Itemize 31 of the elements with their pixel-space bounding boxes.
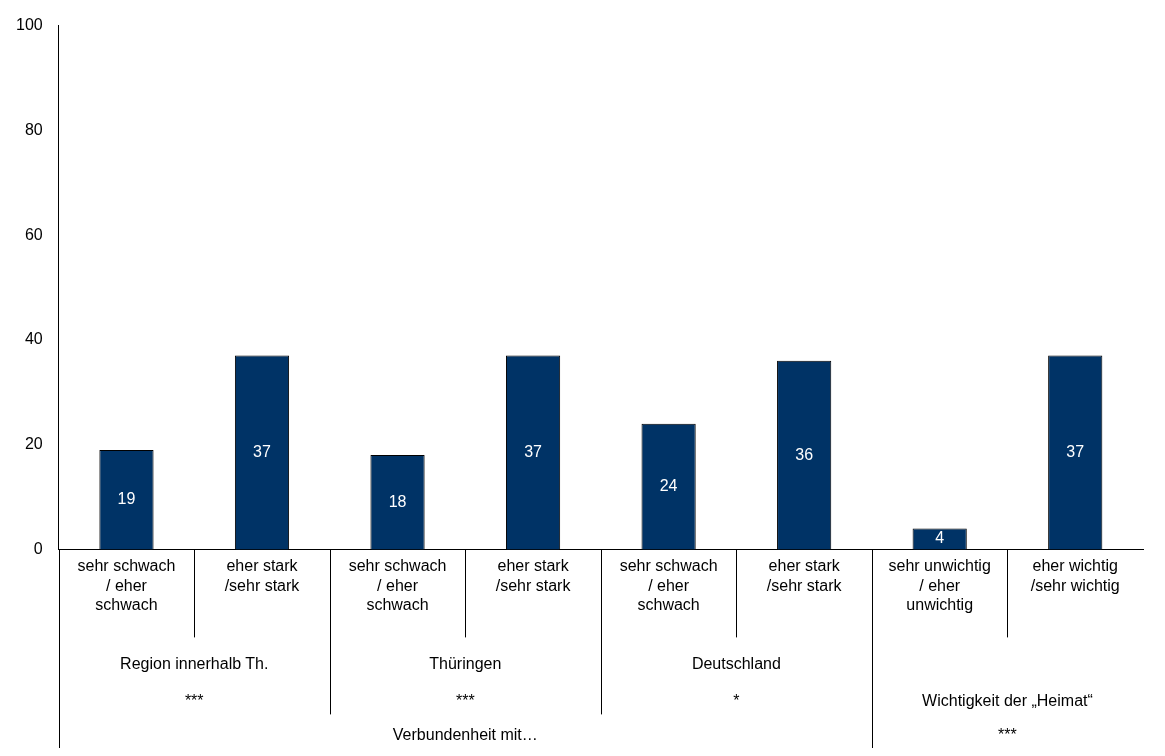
- x-tick-label: sehr schwach / eher schwach: [619, 557, 718, 613]
- y-tick-label: 0: [33, 539, 43, 557]
- data-label: 4: [935, 529, 945, 547]
- x-tick-label: sehr unwichtig / eher unwichtig: [888, 557, 991, 613]
- data-label: 24: [659, 476, 678, 494]
- text: Thüringen: [429, 654, 502, 672]
- text: *: [733, 691, 740, 709]
- x-tick-label: eher stark /sehr stark: [495, 557, 572, 594]
- text: Deutschland: [691, 654, 781, 672]
- data-label: 37: [1066, 442, 1085, 460]
- x-tick-label: sehr schwach / eher schwach: [77, 557, 176, 613]
- text: Verbundenheit mit…: [392, 725, 538, 743]
- data-label: 36: [795, 445, 814, 463]
- data-label: 19: [117, 490, 136, 508]
- data-label: 18: [388, 492, 407, 510]
- y-tick-label: 80: [24, 120, 43, 138]
- text: ***: [184, 691, 204, 709]
- text: ***: [998, 725, 1017, 743]
- text: Region innerhalb Th.: [120, 654, 269, 672]
- x-tick-label: sehr schwach / eher schwach: [348, 557, 447, 613]
- y-tick-label: 100: [15, 16, 43, 34]
- data-label: 37: [524, 442, 543, 460]
- x-tick-label: eher wichtig /sehr wichtig: [1030, 557, 1120, 594]
- x-tick-label: eher stark /sehr stark: [766, 557, 843, 594]
- y-tick-label: 60: [24, 225, 43, 243]
- y-tick-label: 20: [24, 435, 43, 453]
- text: ***: [455, 691, 475, 709]
- y-tick-label: 40: [24, 330, 43, 348]
- data-label: 37: [253, 442, 271, 460]
- x-tick-label: eher stark /sehr stark: [224, 557, 301, 594]
- text: Wichtigkeit der „Heimat“: [922, 691, 1093, 709]
